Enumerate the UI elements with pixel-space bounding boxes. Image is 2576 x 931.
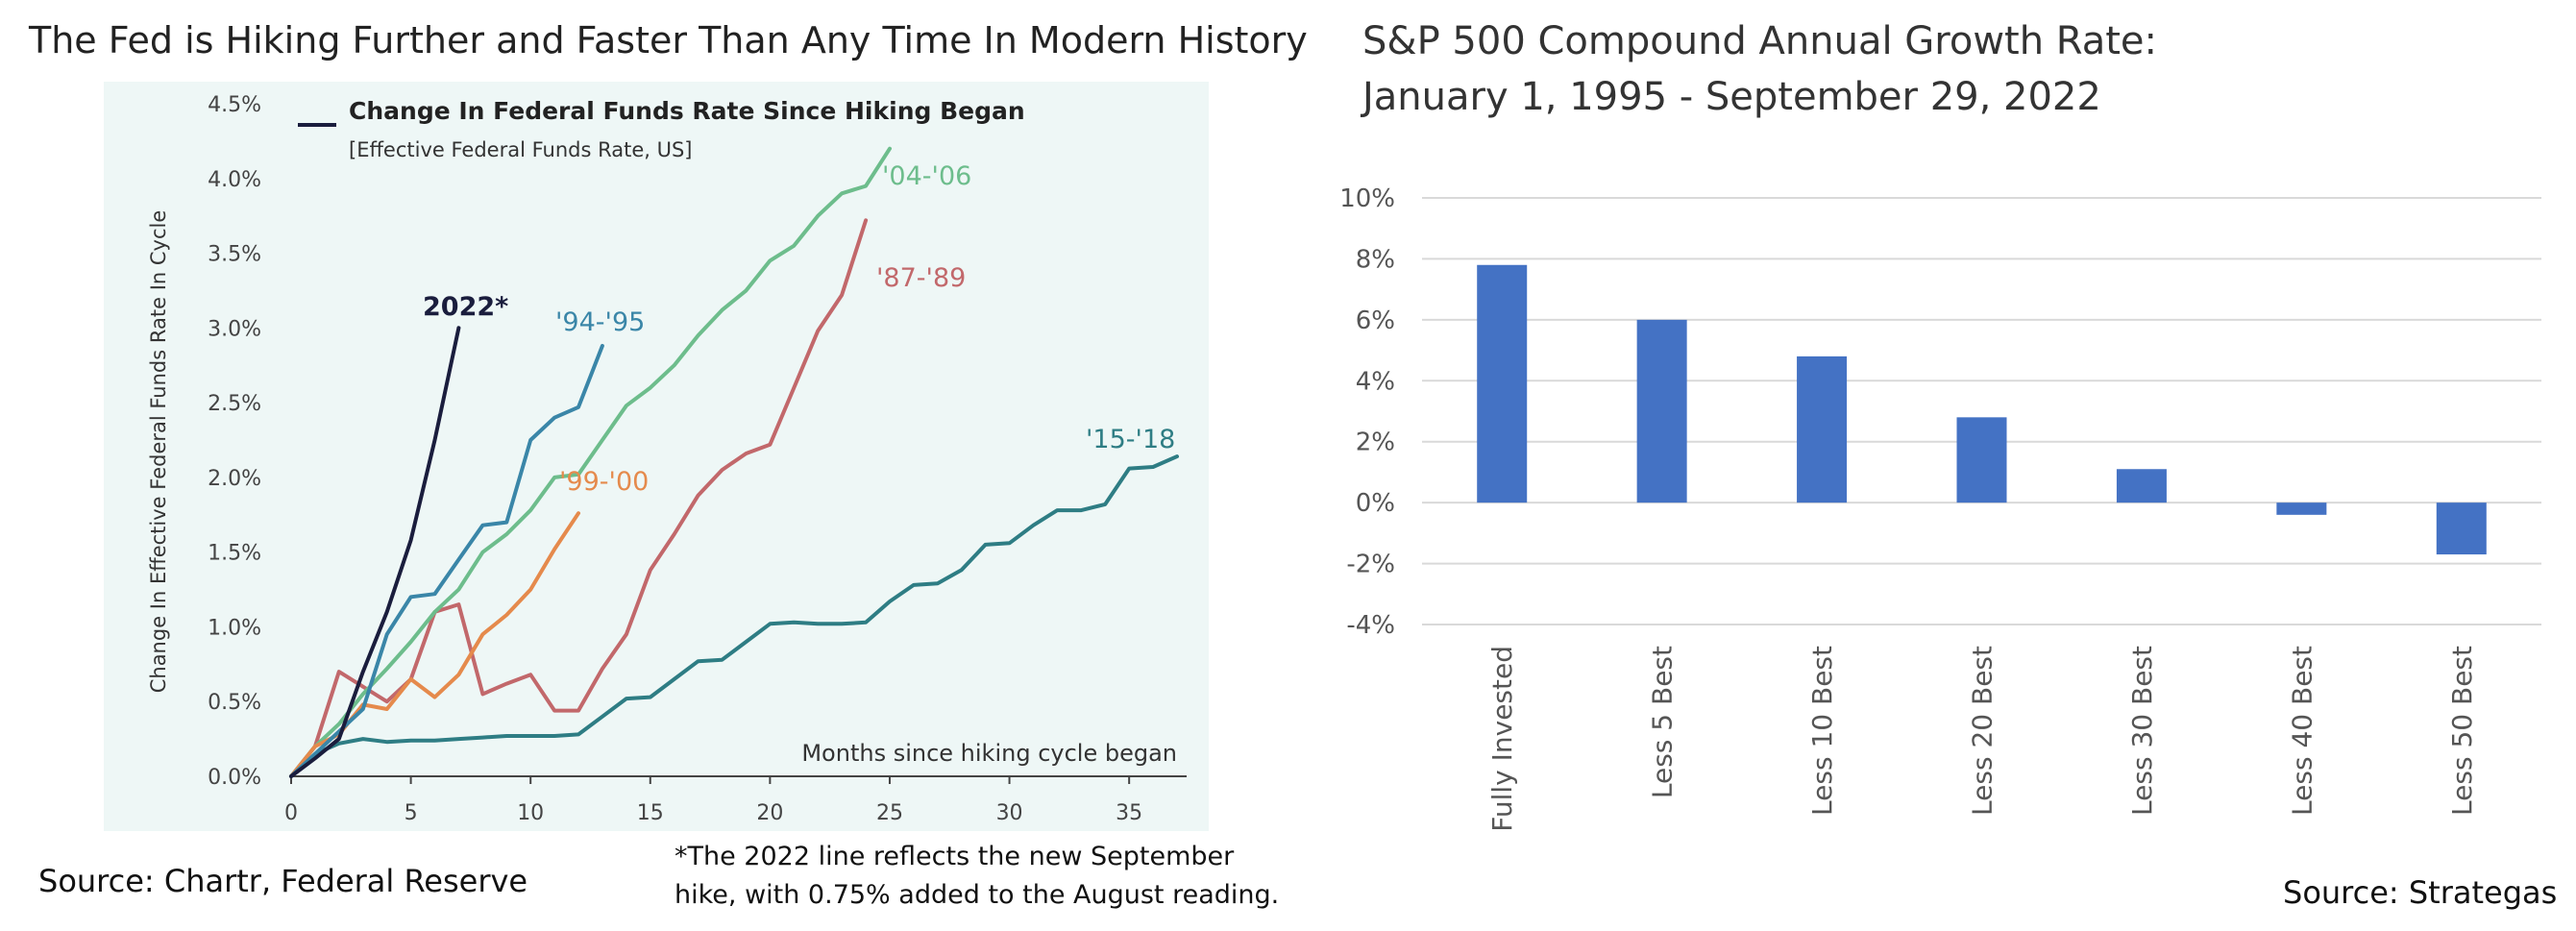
y-axis-label: Change In Effective Federal Funds Rate I… bbox=[147, 210, 170, 694]
bar-5 bbox=[2276, 502, 2327, 515]
y-tick-label: 0% bbox=[1356, 489, 1395, 518]
y-tick-label: 6% bbox=[1356, 306, 1395, 335]
series-line-3 bbox=[289, 146, 892, 778]
y-tick-label: 4.5% bbox=[208, 93, 261, 117]
y-tick-label: 4.0% bbox=[208, 168, 261, 192]
x-tick-label: 20 bbox=[756, 801, 783, 825]
chart-inner-subtitle: [Effective Federal Funds Rate, US] bbox=[349, 138, 693, 161]
sp500-bar-chart: 10% 8% 6% 4% 2% 0% -2% -4% Fully Invested Less 5 … bbox=[1339, 184, 2541, 832]
y-tick-label: 0.0% bbox=[208, 766, 261, 790]
chart-inner-title: Change In Federal Funds Rate Since Hikin… bbox=[349, 97, 1025, 125]
left-chart-title: The Fed is Hiking Further and Faster Tha… bbox=[29, 19, 1308, 61]
y-tick-label: 8% bbox=[1356, 245, 1395, 274]
right-title-line2: January 1, 1995 - September 29, 2022 bbox=[1362, 75, 2101, 119]
x-tick-label: 5 bbox=[405, 801, 418, 825]
series-line-4 bbox=[289, 218, 869, 778]
category-label-4: Less 30 Best bbox=[2126, 646, 2158, 816]
bar-6 bbox=[2436, 502, 2487, 555]
category-label-1: Less 5 Best bbox=[1647, 646, 1679, 798]
category-label-5: Less 40 Best bbox=[2286, 646, 2318, 816]
series-label-2: '99-'00 bbox=[559, 467, 649, 497]
right-title-line1: S&P 500 Compound Annual Growth Rate: bbox=[1362, 19, 2157, 63]
series-line-0 bbox=[289, 326, 461, 778]
y-tick-label: 0.5% bbox=[208, 691, 261, 715]
x-tick-label: 25 bbox=[876, 801, 903, 825]
series-label-3: '04-'06 bbox=[882, 161, 971, 191]
x-tick-label: 10 bbox=[517, 801, 544, 825]
y-tick-label: 10% bbox=[1339, 184, 1395, 213]
series-label-4: '87-'89 bbox=[876, 263, 966, 293]
right-source: Source: Strategas bbox=[2283, 874, 2558, 911]
category-label-2: Less 10 Best bbox=[1806, 646, 1838, 816]
series-label-0: 2022* bbox=[423, 292, 508, 322]
fed-funds-line-chart: 0.0% 0.5% 1.0% 1.5% 2.0% 2.5% 3.0% 3.5% 4.0% 4.5%… bbox=[104, 82, 1209, 831]
y-tick-label: 2% bbox=[1356, 429, 1395, 457]
category-label-6: Less 50 Best bbox=[2446, 646, 2478, 816]
bar-2 bbox=[1797, 355, 1848, 503]
y-tick-label: 1.0% bbox=[208, 616, 261, 640]
y-tick-label: 2.0% bbox=[208, 467, 261, 491]
category-label-3: Less 20 Best bbox=[1967, 646, 1999, 816]
category-label-0: Fully Invested bbox=[1486, 646, 1518, 832]
bar-4 bbox=[2116, 469, 2167, 503]
x-tick-label: 15 bbox=[637, 801, 664, 825]
series-label-1: '94-'95 bbox=[555, 307, 645, 337]
y-tick-label: 1.5% bbox=[208, 542, 261, 566]
x-tick-label: 30 bbox=[996, 801, 1023, 825]
bar-0 bbox=[1477, 264, 1528, 503]
series-label-5: '15-'18 bbox=[1086, 425, 1175, 454]
x-axis-label: Months since hiking cycle began bbox=[801, 740, 1177, 767]
y-tick-label: 3.0% bbox=[208, 317, 261, 341]
x-tick-label: 0 bbox=[284, 801, 298, 825]
y-tick-label: -4% bbox=[1346, 611, 1395, 640]
bar-3 bbox=[1956, 417, 2007, 503]
x-tick-label: 35 bbox=[1116, 801, 1142, 825]
right-chart-title: S&P 500 Compound Annual Growth Rate: Jan… bbox=[1362, 13, 2157, 125]
series-line-5 bbox=[289, 454, 1179, 778]
y-tick-label: 2.5% bbox=[208, 392, 261, 416]
footnote-2022: *The 2022 line reflects the new Septembe… bbox=[675, 842, 1280, 910]
left-source: Source: Chartr, Federal Reserve bbox=[38, 863, 528, 899]
bar-1 bbox=[1636, 319, 1687, 503]
y-tick-label: -2% bbox=[1346, 551, 1395, 579]
y-tick-label: 3.5% bbox=[208, 243, 261, 267]
y-tick-label: 4% bbox=[1356, 367, 1395, 396]
chart-panel-background bbox=[104, 82, 1209, 831]
